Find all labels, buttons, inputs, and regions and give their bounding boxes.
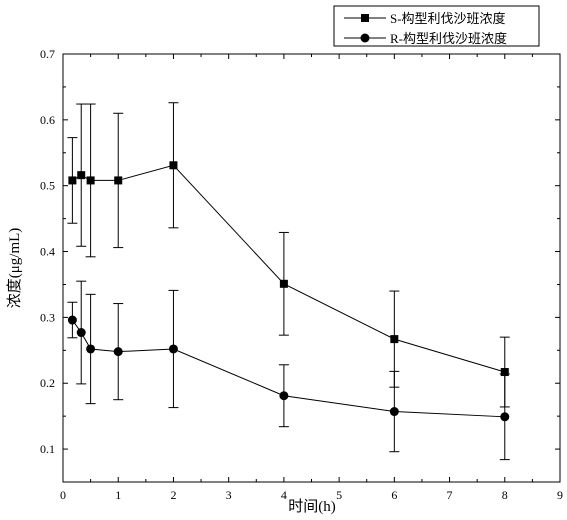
y-axis: 0.1 0.2 0.3 0.4 0.5 0.6 0.7 xyxy=(40,47,560,483)
y-tick-label: 0.6 xyxy=(40,113,55,127)
data-point xyxy=(169,161,178,170)
data-point xyxy=(114,176,123,185)
data-point xyxy=(113,347,123,357)
y-tick-label: 0.7 xyxy=(40,47,55,61)
plot-frame xyxy=(62,53,561,483)
y-tick-label: 0.4 xyxy=(40,245,55,259)
y-axis-label: 浓度(μg/mL) xyxy=(6,228,23,309)
data-point xyxy=(390,335,399,344)
y-tick-label: 0.1 xyxy=(40,442,55,456)
legend-label: R-构型利伐沙班浓度 xyxy=(390,31,507,46)
y-tick-label: 0.5 xyxy=(40,179,55,193)
data-point xyxy=(279,279,288,288)
data-point xyxy=(500,412,510,422)
x-tick-label: 4 xyxy=(281,488,287,502)
x-tick-label: 2 xyxy=(170,488,176,502)
x-axis: 0 1 2 3 4 5 6 7 8 9 xyxy=(60,54,563,502)
data-point xyxy=(168,344,178,354)
data-point xyxy=(76,328,86,338)
data-point xyxy=(389,407,399,417)
data-point xyxy=(67,315,77,325)
legend: S-构型利伐沙班浓度 R-构型利伐沙班浓度 xyxy=(333,5,540,47)
series-line xyxy=(72,164,505,373)
data-point xyxy=(86,176,95,185)
data-point xyxy=(500,368,509,377)
x-tick-label: 8 xyxy=(502,488,508,502)
data-point xyxy=(77,171,86,180)
x-tick-label: 6 xyxy=(391,488,397,502)
x-tick-label: 1 xyxy=(115,488,121,502)
legend-marker xyxy=(361,14,369,22)
x-tick-label: 3 xyxy=(226,488,232,502)
series-layer xyxy=(67,102,510,461)
series-2 xyxy=(67,280,510,461)
x-tick-label: 9 xyxy=(557,488,563,502)
data-point xyxy=(68,176,77,185)
series-line xyxy=(71,319,505,418)
x-axis-label: 时间(h) xyxy=(288,498,336,515)
y-tick-label: 0.2 xyxy=(40,376,55,390)
series-1 xyxy=(67,102,510,408)
plot-frame-group xyxy=(62,53,561,483)
data-point xyxy=(86,344,96,354)
x-tick-label: 7 xyxy=(447,488,453,502)
y-tick-label: 0.3 xyxy=(40,310,55,324)
x-tick-label: 5 xyxy=(336,488,342,502)
legend-marker xyxy=(360,33,370,43)
x-tick-label: 0 xyxy=(60,488,66,502)
data-point xyxy=(279,391,289,401)
legend-label: S-构型利伐沙班浓度 xyxy=(390,11,506,26)
